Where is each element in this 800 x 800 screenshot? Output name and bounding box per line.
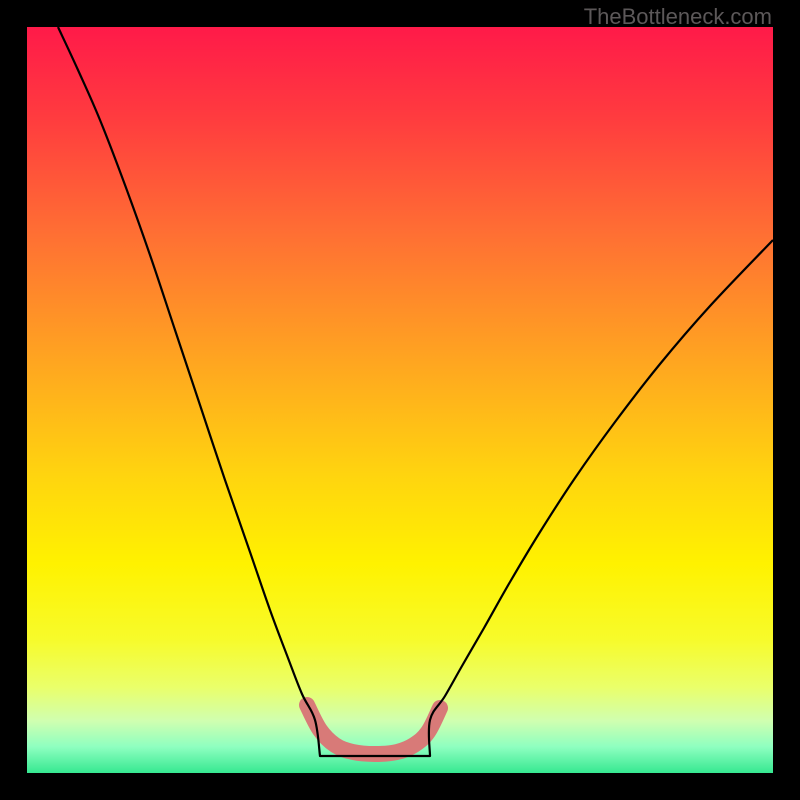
watermark-text: TheBottleneck.com bbox=[584, 4, 772, 30]
chart-frame: TheBottleneck.com bbox=[0, 0, 800, 800]
plot-area bbox=[27, 27, 773, 773]
